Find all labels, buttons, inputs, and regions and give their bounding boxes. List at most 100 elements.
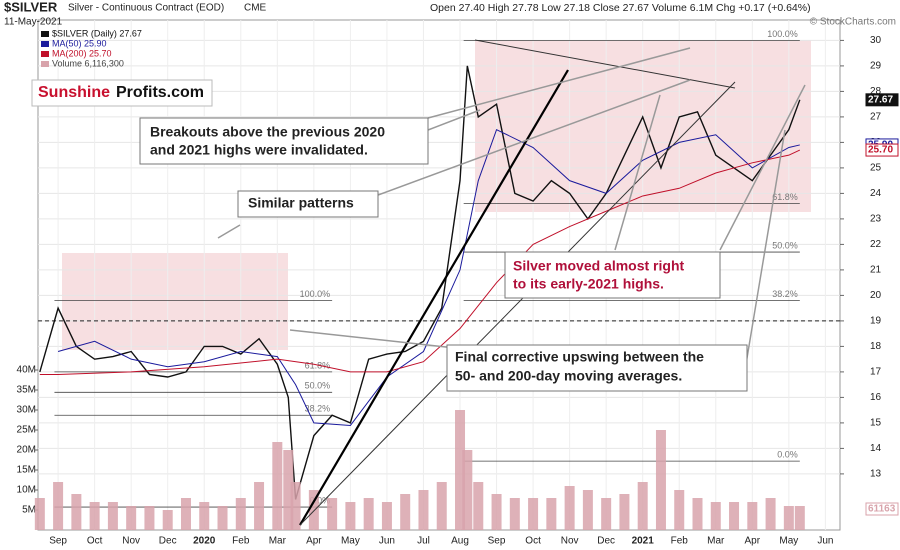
x-tick-label: Jul: [417, 536, 430, 547]
pointer: [427, 47, 691, 119]
y-tick-label: 13: [870, 469, 882, 480]
pointer: [377, 79, 691, 196]
volume-bar: [89, 502, 100, 530]
y2-tick-label: 25M: [17, 425, 36, 436]
annotation-box: [446, 344, 748, 392]
last-value-label: 61163: [868, 504, 896, 515]
volume-bar: [71, 494, 82, 530]
fib-label: 0.0%: [310, 495, 331, 505]
annotation-box: [237, 190, 379, 218]
volume-bar: [729, 502, 740, 530]
y-tick-label: 15: [870, 418, 882, 429]
annotation: Final corrective upswing between the: [455, 349, 704, 365]
volume-bar: [199, 502, 210, 530]
legend-label: $SILVER (Daily) 27.67: [52, 28, 142, 38]
ohlc: Open 27.40 High 27.78 Low 27.18 Close 27…: [430, 2, 811, 14]
volume-bar: [418, 490, 429, 530]
legend-swatch: [41, 61, 49, 67]
volume-bar: [546, 498, 557, 530]
last-value-tag: [865, 93, 899, 107]
last-value-label: 27.67: [868, 94, 893, 105]
exchange: CME: [244, 3, 267, 14]
y2-tick-label: 10M: [17, 485, 36, 496]
y2-tick-label: 35M: [17, 385, 36, 396]
y-tick-label: 22: [870, 239, 882, 250]
y-tick-label: 16: [870, 392, 882, 403]
y-tick-label: 27: [870, 112, 882, 123]
x-tick-label: Feb: [671, 536, 689, 547]
volume-bar: [783, 506, 794, 530]
pointer: [289, 329, 456, 349]
fib-label: 38.2%: [772, 289, 798, 299]
legend-swatch: [41, 31, 49, 37]
instrument-name: Silver - Continuous Contract (EOD): [68, 3, 224, 14]
trendline: [299, 81, 736, 526]
y-tick-label: 25: [870, 163, 882, 174]
volume-bar: [345, 502, 356, 530]
volume-bar: [107, 502, 118, 530]
volume-bar: [217, 506, 228, 530]
x-tick-label: Feb: [232, 536, 250, 547]
pointer: [614, 94, 661, 251]
volume-bar: [747, 502, 758, 530]
volume-bar: [272, 442, 283, 530]
volume-bar: [363, 498, 374, 530]
logo: Sunshine: [38, 84, 110, 101]
annotation: 50- and 200-day moving averages.: [455, 368, 682, 384]
volume-bar: [436, 482, 447, 530]
x-tick-label: Jun: [817, 536, 833, 547]
volume-bar: [564, 486, 575, 530]
x-tick-label: Oct: [87, 536, 103, 547]
volume-bar: [162, 510, 173, 530]
legend-label: Volume 6,116,300: [52, 58, 124, 68]
trendline: [474, 39, 736, 89]
volume-bar: [381, 502, 392, 530]
volume-bar: [400, 494, 411, 530]
volume-bar: [462, 450, 473, 530]
fib-label: 61.8%: [772, 192, 798, 202]
y2-tick-label: 20M: [17, 445, 36, 456]
x-tick-label: Mar: [707, 536, 725, 547]
volume-bar: [180, 498, 191, 530]
fib-label: 100.0%: [767, 29, 798, 39]
last-value-label: 25.70: [868, 145, 893, 156]
annotation-box: [139, 117, 429, 165]
y2-tick-label: 5M: [22, 505, 36, 516]
volume-bar: [254, 482, 265, 530]
x-tick-label: Aug: [451, 536, 469, 547]
last-value-tag: [865, 502, 899, 516]
x-tick-label: Jun: [379, 536, 395, 547]
y-tick-label: 18: [870, 341, 882, 352]
price-line: [57, 128, 800, 426]
range-shade: [62, 253, 288, 350]
volume-bar: [473, 482, 484, 530]
volume-bar: [290, 482, 301, 530]
price-line: [39, 149, 801, 375]
logo: Profits.com: [116, 84, 204, 101]
volume-bar: [34, 498, 45, 530]
volume-bar: [619, 494, 630, 530]
x-tick-label: Apr: [745, 536, 761, 547]
y2-tick-label: 15M: [17, 465, 36, 476]
y-tick-label: 19: [870, 316, 882, 327]
fib-label: 50.0%: [772, 240, 798, 250]
annotation: Silver moved almost right: [513, 258, 684, 274]
x-tick-label: Nov: [122, 536, 140, 547]
volume-bar: [327, 498, 338, 530]
pointer: [719, 84, 806, 251]
x-tick-label: Sep: [49, 536, 67, 547]
volume-bar: [765, 498, 776, 530]
fib-label: 100.0%: [300, 289, 331, 299]
y2-tick-label: 40M: [17, 365, 36, 376]
volume-bar: [528, 498, 539, 530]
volume-bar: [455, 410, 466, 530]
fib-label: 50.0%: [305, 381, 331, 391]
legend-label: MA(50) 25.90: [52, 38, 107, 48]
x-tick-label: Oct: [525, 536, 541, 547]
price-line: [39, 65, 801, 500]
y-tick-label: 23: [870, 214, 882, 225]
fib-label: 38.2%: [305, 404, 331, 414]
last-value-tag: [865, 143, 899, 157]
x-tick-label: May: [341, 536, 360, 547]
